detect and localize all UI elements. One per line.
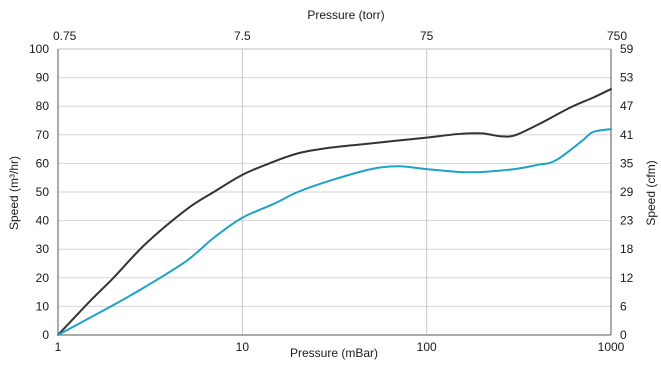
y2-tick-label: 47 (620, 99, 634, 113)
x-tick-label: 1 (55, 340, 62, 354)
series-line-2 (57, 128, 612, 336)
x2-tick-label: 7.5 (234, 29, 251, 43)
y-tick-label: 20 (36, 271, 50, 285)
y-tick-label: 60 (36, 156, 50, 170)
x2-axis-title: Pressure (torr) (307, 8, 384, 22)
x-tick-label: 1000 (598, 340, 625, 354)
y-tick-label: 40 (36, 214, 50, 228)
x2-tick-label: 0.75 (53, 29, 77, 43)
y2-tick-label: 23 (620, 214, 634, 228)
y-tick-label: 80 (36, 99, 50, 113)
y-tick-label: 70 (36, 128, 50, 142)
y2-tick-label: 0 (620, 328, 627, 342)
y-tick-label: 100 (29, 42, 49, 56)
y-tick-label: 90 (36, 71, 50, 85)
y2-tick-label: 18 (620, 242, 634, 256)
y-tick-label: 30 (36, 242, 50, 256)
y2-tick-label: 29 (620, 185, 634, 199)
x-tick-label: 100 (417, 340, 437, 354)
x2-tick-label: 75 (420, 29, 434, 43)
y-tick-label: 10 (36, 299, 50, 313)
y2-tick-label: 41 (620, 128, 634, 142)
y2-axis-title: Speed (cfm) (644, 160, 658, 225)
y2-tick-label: 12 (620, 271, 634, 285)
y-tick-label: 0 (42, 328, 49, 342)
y-axis-title: Speed (m³/hr) (7, 156, 21, 230)
x2-tick-label: 750 (607, 29, 627, 43)
tick-labels: 0102030405060708090100061218232935414753… (29, 29, 634, 354)
y2-tick-label: 6 (620, 299, 627, 313)
plot-frame (57, 48, 612, 336)
y2-tick-label: 53 (620, 71, 634, 85)
series-layer (57, 88, 612, 336)
y2-tick-label: 35 (620, 156, 634, 170)
y-tick-label: 50 (36, 185, 50, 199)
x-axis-title: Pressure (mBar) (290, 346, 378, 360)
series-line-1 (57, 88, 612, 336)
y2-tick-label: 59 (620, 42, 634, 56)
x-tick-label: 10 (236, 340, 250, 354)
